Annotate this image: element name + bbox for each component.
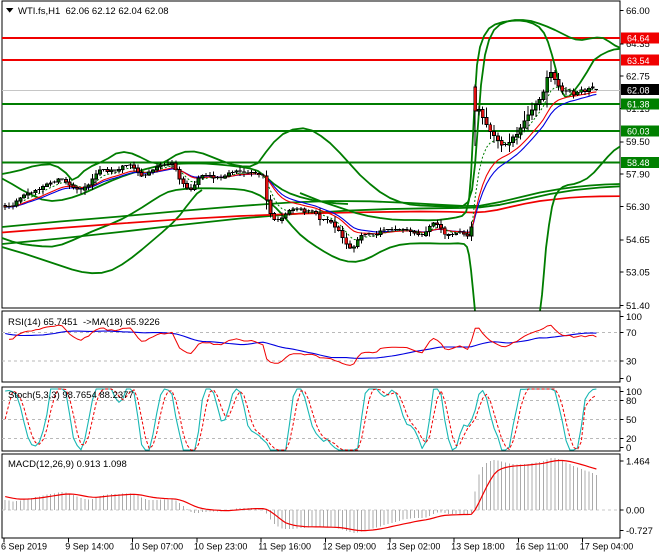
svg-text:-0.727: -0.727 [626,526,653,537]
svg-text:17 Sep 04:00: 17 Sep 04:00 [580,542,634,552]
svg-text:62.75: 62.75 [626,72,650,83]
svg-text:10 Sep 07:00: 10 Sep 07:00 [130,542,184,552]
svg-text:13 Sep 18:00: 13 Sep 18:00 [451,542,505,552]
svg-text:56.30: 56.30 [626,202,650,213]
svg-text:0: 0 [626,374,631,385]
svg-text:66.00: 66.00 [626,6,650,17]
svg-text:64.35: 64.35 [626,39,650,50]
svg-text:16 Sep 11:00: 16 Sep 11:00 [515,542,568,552]
svg-text:6 Sep 2019: 6 Sep 2019 [1,542,47,552]
svg-text:62.08: 62.08 [627,85,650,95]
svg-text:54.65: 54.65 [626,235,650,246]
svg-text:57.90: 57.90 [626,170,650,181]
svg-text:50: 50 [626,415,637,426]
svg-text:Stoch(5,3,3) 98.7654 88.2377: Stoch(5,3,3) 98.7654 88.2377 [8,390,134,401]
svg-text:58.48: 58.48 [627,158,650,168]
svg-text:10 Sep 23:00: 10 Sep 23:00 [194,542,248,552]
svg-text:30: 30 [626,356,637,367]
svg-text:64.64: 64.64 [627,34,650,44]
svg-text:100: 100 [626,312,642,323]
svg-text:59.50: 59.50 [626,137,650,148]
svg-text:MACD(12,26,9) 0.913 1.098: MACD(12,26,9) 0.913 1.098 [8,459,127,470]
svg-text:12 Sep 09:00: 12 Sep 09:00 [323,542,377,552]
svg-text:61.15: 61.15 [626,104,650,115]
svg-text:63.54: 63.54 [627,56,650,66]
svg-text:1.464: 1.464 [626,456,650,467]
svg-text:WTI.fs,H1 62.06 62.12 62.04 6: WTI.fs,H1 62.06 62.12 62.04 62.08 [18,6,169,17]
svg-text:RSI(14) 65.7451 ->MA(18) 65.9: RSI(14) 65.7451 ->MA(18) 65.9226 [8,317,160,328]
svg-text:0: 0 [626,443,631,454]
svg-text:9 Sep 14:00: 9 Sep 14:00 [65,542,114,552]
svg-text:80: 80 [626,396,637,407]
svg-text:13 Sep 02:00: 13 Sep 02:00 [387,542,441,552]
svg-text:20: 20 [626,434,637,445]
svg-text:60.03: 60.03 [627,127,650,137]
svg-text:11 Sep 16:00: 11 Sep 16:00 [258,542,311,552]
svg-text:0.00: 0.00 [626,506,645,517]
svg-text:51.40: 51.40 [626,301,650,312]
svg-text:53.05: 53.05 [626,267,650,278]
svg-text:70: 70 [626,328,637,339]
svg-text:61.38: 61.38 [627,99,650,109]
svg-text:100: 100 [626,387,642,398]
